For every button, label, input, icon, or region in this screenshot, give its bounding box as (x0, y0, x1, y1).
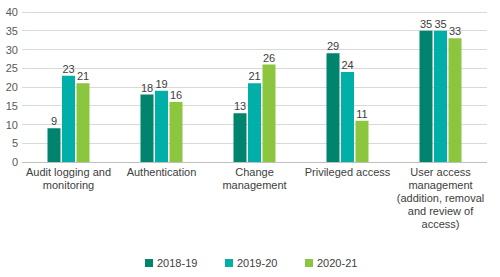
data-label: 26 (263, 52, 275, 64)
data-label: 11 (356, 108, 367, 120)
data-label: 21 (248, 70, 260, 82)
legend-swatch (225, 259, 233, 267)
data-label: 35 (420, 18, 432, 30)
data-label: 23 (62, 63, 74, 75)
legend: 2018-19 2019-20 2020-21 (145, 257, 357, 269)
label-line: management (222, 179, 286, 191)
bar (356, 121, 369, 162)
bar (434, 31, 447, 162)
data-label: 16 (170, 89, 182, 101)
label-line: monitoring (43, 179, 94, 191)
bar (48, 128, 61, 162)
y-tick-label: 35 (6, 25, 18, 37)
label-line: Audit logging and (26, 166, 111, 178)
data-label: 19 (155, 78, 167, 90)
label-line: Privileged access (305, 166, 391, 178)
legend-label: 2018-19 (157, 257, 197, 269)
data-label: 13 (234, 100, 246, 112)
label-line: Change (235, 166, 274, 178)
data-label: 24 (341, 59, 353, 71)
legend-swatch (305, 259, 313, 267)
bar (449, 38, 462, 162)
y-tick-label: 10 (6, 119, 18, 131)
label-line: User access (410, 166, 471, 178)
x-tick-label: Audit logging andmonitoring (26, 166, 111, 191)
data-label: 18 (141, 82, 153, 94)
bar (327, 53, 340, 162)
bar (234, 113, 247, 162)
data-label: 29 (327, 40, 339, 52)
bar (420, 31, 433, 162)
label-line: management (408, 179, 472, 191)
x-tick-label: User accessmanagement(addition, removala… (397, 166, 484, 230)
grid-line (22, 68, 487, 69)
label-line: and review of (408, 205, 474, 217)
y-tick-label: 25 (6, 62, 18, 74)
data-label: 35 (434, 18, 446, 30)
grid-line (22, 49, 487, 50)
bar (248, 83, 261, 162)
legend-swatch (145, 259, 153, 267)
label-line: access) (422, 218, 460, 230)
y-tick-label: 0 (12, 156, 18, 168)
y-tick-label: 15 (6, 100, 18, 112)
chart: 0 5 10 15 20 25 30 35 40 9 18 13 29 35 23 19 21 24 35 21 16 2… (0, 0, 500, 277)
bars (48, 31, 462, 162)
bar (62, 76, 75, 162)
label-line: (addition, removal (397, 192, 484, 204)
bar (341, 72, 354, 162)
x-tick-label: Authentication (127, 166, 197, 178)
x-tick-label: Changemanagement (222, 166, 286, 191)
label-line: Authentication (127, 166, 197, 178)
y-tick-label: 5 (12, 137, 18, 149)
data-labels: 9 18 13 29 35 23 19 21 24 35 21 16 26 11 33 (51, 18, 461, 128)
grid-line (22, 30, 487, 31)
grid-line (22, 12, 487, 13)
data-label: 33 (449, 25, 461, 37)
data-label: 21 (77, 70, 89, 82)
bar (155, 91, 168, 162)
bar (77, 83, 90, 162)
y-tick-label: 20 (6, 81, 18, 93)
bar (141, 95, 154, 163)
bar (170, 102, 183, 162)
legend-label: 2019-20 (237, 257, 277, 269)
data-label: 9 (51, 115, 57, 127)
y-tick-label: 40 (6, 6, 18, 18)
x-tick-label: Privileged access (305, 166, 391, 178)
legend-label: 2020-21 (317, 257, 357, 269)
y-tick-label: 30 (6, 44, 18, 56)
bar (263, 65, 276, 163)
